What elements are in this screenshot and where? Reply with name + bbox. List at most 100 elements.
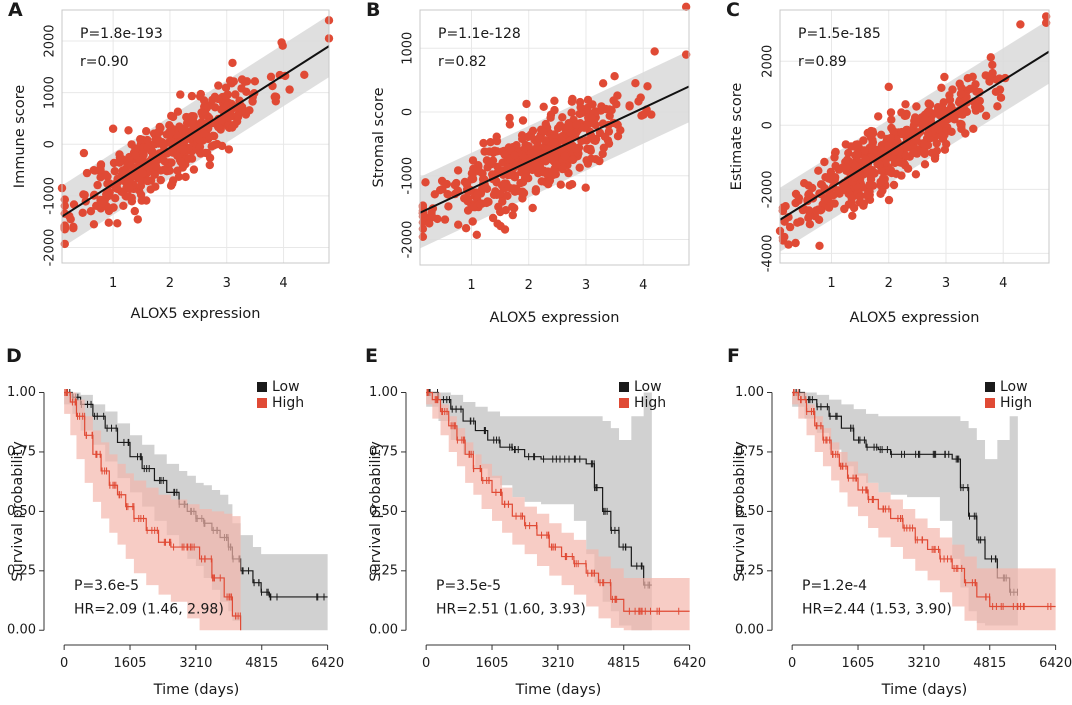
data-point <box>454 220 463 229</box>
data-point <box>957 121 966 130</box>
data-point <box>539 127 548 136</box>
data-points <box>418 2 691 241</box>
data-point <box>130 206 139 216</box>
data-point <box>165 121 174 130</box>
data-point <box>482 198 491 208</box>
data-point <box>173 151 182 160</box>
data-point <box>494 202 503 211</box>
y-tick-label: -2000 <box>401 221 416 259</box>
legend-swatch-low <box>985 382 995 392</box>
plot-frame <box>419 9 690 266</box>
data-point <box>830 153 839 162</box>
data-point <box>607 106 616 115</box>
data-point <box>583 159 593 168</box>
data-point <box>425 219 434 228</box>
data-point <box>937 83 946 93</box>
data-point <box>556 180 565 189</box>
data-point <box>901 151 911 160</box>
data-point <box>886 134 895 143</box>
data-point <box>510 151 519 160</box>
y-tick-label: 0 <box>761 121 776 129</box>
data-point <box>824 174 833 183</box>
data-point <box>468 202 478 212</box>
p-value-label: P=3.6e-5 <box>74 578 139 594</box>
data-point <box>529 149 538 158</box>
regression-line <box>419 85 690 214</box>
y-tick-label: 0.00 <box>735 623 764 638</box>
data-point <box>444 202 453 211</box>
data-point <box>115 158 124 167</box>
data-point <box>903 164 913 173</box>
data-point <box>250 77 260 86</box>
data-point <box>1041 12 1051 21</box>
data-point <box>971 80 980 89</box>
data-point <box>834 165 844 174</box>
data-point <box>224 113 234 122</box>
panel-label-b: B <box>366 0 380 21</box>
x-axis-label: ALOX5 expression <box>490 310 620 326</box>
data-point <box>231 90 240 99</box>
y-tick-label: 0.75 <box>7 444 36 459</box>
data-point <box>613 132 623 141</box>
data-point <box>826 199 836 208</box>
data-point <box>214 94 223 104</box>
data-point <box>210 103 220 112</box>
data-point <box>814 166 823 175</box>
hazard-ratio-label: HR=2.51 (1.60, 3.93) <box>436 602 586 618</box>
data-point <box>598 79 608 88</box>
data-point <box>518 134 527 144</box>
x-tick-label: 6420 <box>673 656 706 671</box>
data-point <box>443 190 452 199</box>
data-point <box>876 177 885 187</box>
data-point <box>418 218 428 227</box>
data-point <box>86 207 96 216</box>
data-points <box>775 12 1051 250</box>
data-point <box>820 157 829 167</box>
data-point <box>108 124 118 133</box>
series-high <box>426 389 690 631</box>
y-axis-label: Survival probability <box>732 441 748 582</box>
data-point <box>217 105 226 114</box>
y-tick-label: -1000 <box>401 157 416 195</box>
data-point <box>877 130 886 139</box>
data-point <box>285 85 294 94</box>
data-point <box>98 199 107 208</box>
data-point <box>817 180 827 189</box>
data-point <box>209 141 219 150</box>
data-point <box>487 159 496 169</box>
x-tick-label: 1605 <box>841 656 874 671</box>
data-point <box>89 220 99 229</box>
correlation-label: r=0.90 <box>80 54 129 70</box>
legend-swatch-low <box>257 382 267 392</box>
data-point <box>831 173 840 182</box>
data-point <box>142 196 151 205</box>
data-point <box>136 181 146 190</box>
data-point <box>505 120 515 129</box>
data-point <box>920 160 930 169</box>
data-point <box>102 190 111 199</box>
data-point <box>631 79 640 88</box>
y-tick-label: -1000 <box>43 177 58 215</box>
panel-label-c: C <box>726 0 740 21</box>
data-point <box>920 140 929 149</box>
data-point <box>93 180 102 190</box>
data-point <box>586 144 595 154</box>
data-point <box>791 198 800 208</box>
data-point <box>156 175 165 185</box>
data-point <box>784 240 793 249</box>
legend-swatch-low <box>619 382 629 392</box>
data-point <box>488 170 497 179</box>
data-point <box>138 169 147 178</box>
data-point <box>518 116 528 125</box>
data-point <box>167 158 176 167</box>
data-point <box>634 97 643 106</box>
data-point <box>131 151 140 160</box>
data-point <box>612 100 621 109</box>
data-point <box>643 82 652 91</box>
y-tick-label: 1.00 <box>735 385 764 400</box>
data-point <box>805 220 815 229</box>
data-point <box>468 217 477 226</box>
data-point <box>181 172 190 182</box>
data-point <box>600 132 610 141</box>
